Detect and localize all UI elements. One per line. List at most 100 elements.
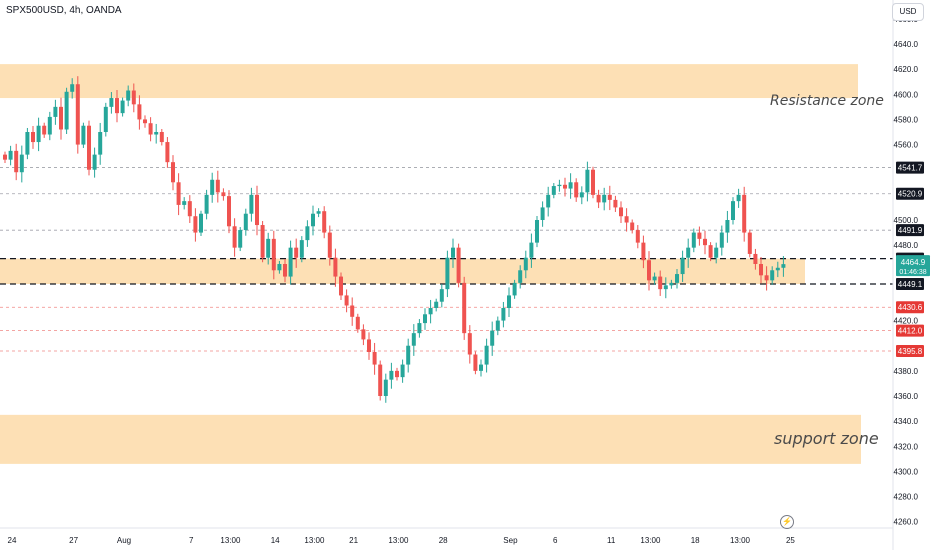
candle-body: [658, 276, 663, 290]
time-tick-label: 25: [786, 536, 795, 545]
candle-body: [434, 301, 439, 308]
candle-body: [260, 225, 265, 258]
candle-body: [423, 314, 427, 324]
candle-body: [87, 125, 91, 170]
candle-body: [490, 330, 495, 346]
time-tick-label: Aug: [117, 536, 131, 545]
candle-body: [215, 179, 220, 193]
time-axis[interactable]: 24 27 Aug 7 13:00 14 13:00 21 13:00 28 Sep 6 11 13:00…: [0, 527, 893, 545]
candle-body: [669, 282, 674, 286]
candle-body: [98, 132, 103, 155]
candle-body: [647, 260, 651, 281]
candle-body: [456, 247, 461, 283]
level-price-label: 4541.7: [898, 164, 923, 173]
candle-body: [731, 201, 735, 220]
candle-body: [361, 329, 366, 340]
candle-body: [781, 264, 786, 268]
candle-body: [557, 184, 562, 187]
price-tick-label: 4320.0: [894, 442, 919, 451]
candle-body: [288, 247, 293, 277]
candle-body: [635, 230, 640, 243]
candle-body: [249, 194, 254, 214]
candle-body: [115, 98, 119, 114]
support-zone: [0, 414, 861, 464]
candle-body: [227, 196, 231, 227]
candle-body: [327, 232, 332, 258]
candle-body: [624, 216, 629, 223]
candle-body: [159, 132, 164, 143]
candle-body: [708, 245, 713, 258]
price-tick-label: 4640.0: [894, 40, 919, 49]
candle-body: [585, 169, 590, 193]
currency-button[interactable]: USD: [892, 3, 924, 21]
level-price-label: 4491.9: [898, 226, 923, 235]
candle-body: [451, 247, 455, 258]
candle-body: [14, 150, 19, 173]
candles-layer: [3, 76, 786, 403]
candle-body: [764, 275, 769, 281]
candle-body: [8, 150, 13, 160]
price-axis[interactable]: 4260.0 4280.0 4300.0 4320.0 4340.0 4360.0 4380…: [892, 0, 930, 550]
candle-body: [283, 264, 287, 277]
candle-body: [316, 211, 321, 214]
candle-body: [630, 222, 635, 231]
candle-body: [299, 240, 304, 258]
level-price-label: 4449.1: [898, 280, 923, 289]
candle-body: [148, 123, 153, 135]
candle-body: [725, 220, 730, 233]
candle-body: [445, 257, 450, 290]
level-price-label: 4395.8: [898, 347, 923, 356]
bolt-icon[interactable]: ⚡: [780, 515, 794, 529]
level-price-badge: [896, 324, 924, 337]
level-price-badge: [896, 161, 924, 174]
candle-body: [131, 90, 136, 105]
candle-body: [400, 364, 405, 378]
candle-body: [473, 354, 478, 371]
price-tick-label: 4420.0: [894, 317, 919, 326]
candle-body: [47, 116, 52, 135]
level-price-badge: [896, 187, 924, 200]
candle-body: [518, 270, 523, 283]
candle-body: [277, 264, 282, 271]
price-tick-label: 4380.0: [894, 367, 919, 376]
candle-body: [143, 119, 147, 124]
candle-body: [675, 274, 679, 283]
candle-body: [523, 257, 528, 271]
time-tick-label: 18: [691, 536, 700, 545]
candle-body: [92, 154, 97, 170]
candle-body: [64, 91, 69, 130]
price-tick-label: 4560.0: [894, 141, 919, 150]
price-tick-label: 4580.0: [894, 115, 919, 124]
time-tick-label: 13:00: [730, 536, 751, 545]
time-tick-label: 11: [607, 536, 616, 545]
candle-body: [619, 207, 623, 217]
candle-body: [596, 194, 601, 203]
candle-body: [540, 207, 545, 220]
last-price-badge: [896, 255, 930, 277]
candle-body: [137, 104, 142, 120]
candle-body: [607, 194, 612, 200]
candle-body: [714, 247, 719, 258]
candle-body: [641, 242, 646, 261]
time-tick-label: 6: [553, 536, 558, 545]
candle-body: [221, 192, 226, 197]
candle-body: [395, 370, 399, 378]
candle-body: [243, 213, 248, 231]
candle-body: [210, 179, 215, 195]
time-tick-label: 13:00: [640, 536, 661, 545]
candle-body: [574, 182, 579, 198]
candle-body: [109, 98, 114, 107]
candle-body: [294, 247, 299, 258]
price-tick-label: 4500.0: [894, 216, 919, 225]
time-tick-label: 28: [439, 536, 448, 545]
candle-body: [372, 352, 377, 365]
candle-body: [378, 364, 383, 396]
candle-body: [176, 182, 181, 205]
candle-body: [507, 295, 511, 308]
candle-body: [389, 370, 394, 380]
candle-body: [70, 84, 75, 92]
price-tick-label: 4600.0: [894, 90, 919, 99]
candle-body: [512, 282, 517, 296]
candle-body: [563, 184, 567, 189]
